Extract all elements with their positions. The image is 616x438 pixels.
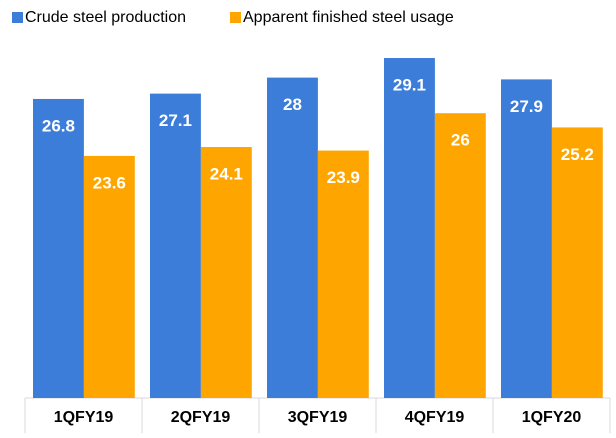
data-label: 23.9 <box>327 168 360 187</box>
legend-swatch <box>12 12 23 23</box>
bar <box>551 127 603 398</box>
data-label: 28 <box>283 95 302 114</box>
x-tick-label: 4QFY19 <box>405 409 465 426</box>
bar <box>200 147 252 398</box>
bar <box>267 77 318 398</box>
x-tick-label: 1QFY20 <box>522 409 582 426</box>
bar <box>317 150 369 398</box>
data-label: 24.1 <box>210 165 243 184</box>
data-label: 23.6 <box>93 173 126 192</box>
legend-label: Crude steel production <box>25 9 186 26</box>
data-label: 29.1 <box>393 76 426 95</box>
bar <box>384 58 435 399</box>
data-label: 27.9 <box>510 97 543 116</box>
data-label: 27.1 <box>159 111 192 130</box>
bar <box>434 113 486 398</box>
x-tick-label: 2QFY19 <box>171 409 231 426</box>
x-tick-label: 1QFY19 <box>54 409 114 426</box>
data-label: 25.2 <box>561 145 594 164</box>
data-label: 26.8 <box>42 116 75 135</box>
bar <box>33 98 84 399</box>
bar <box>83 155 135 398</box>
data-label: 26 <box>451 131 470 150</box>
legend-swatch <box>230 12 241 23</box>
bar <box>501 79 552 398</box>
x-tick-label: 3QFY19 <box>288 409 348 426</box>
bar <box>150 93 201 399</box>
legend-label: Apparent finished steel usage <box>243 9 454 26</box>
